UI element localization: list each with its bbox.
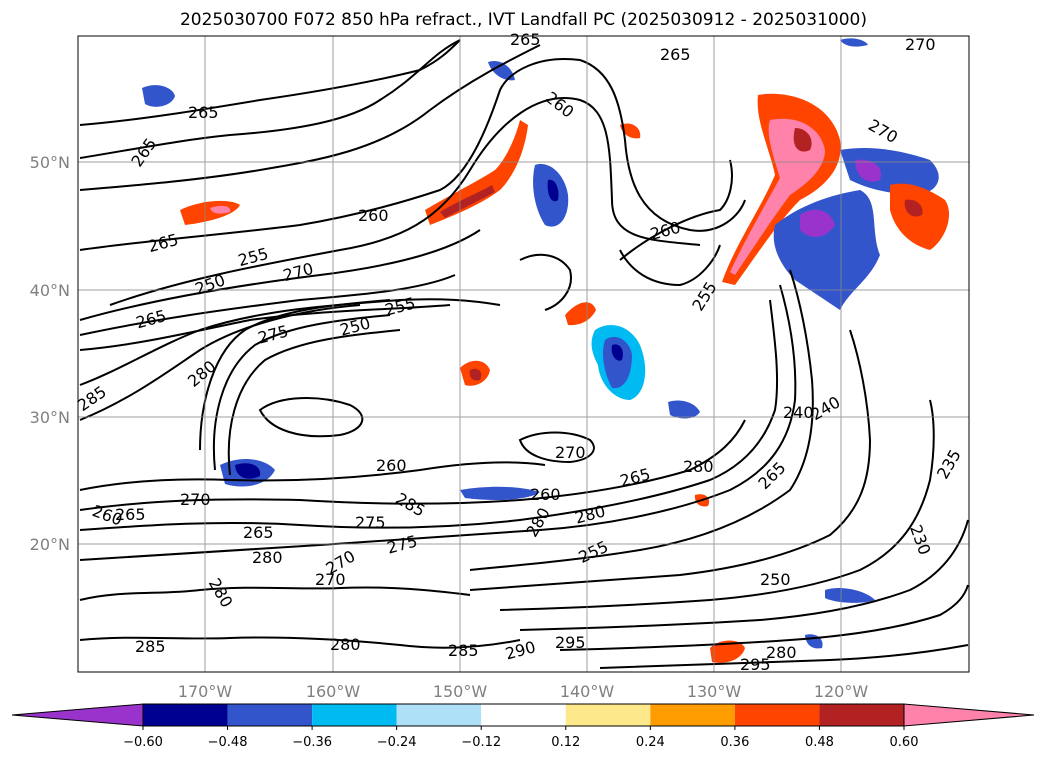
lon-tick-label: 160°W — [306, 682, 361, 701]
chart-title: 2025030700 F072 850 hPa refract., IVT La… — [179, 10, 867, 30]
contour-label: 265 — [510, 30, 541, 49]
colorbar-segment — [143, 704, 228, 726]
lon-tick-label: 140°W — [560, 682, 615, 701]
colorbar-tick-label: −0.60 — [123, 735, 163, 750]
contour-label: 270 — [315, 570, 346, 589]
colorbar-segment — [650, 704, 735, 726]
colorbar-tick-label: −0.24 — [377, 735, 417, 750]
lon-tick-label: 170°W — [178, 682, 233, 701]
colorbar-tick-label: −0.48 — [208, 735, 248, 750]
graticule — [78, 36, 969, 672]
lat-tick-labels: 50°N 40°N 30°N 20°N — [30, 153, 70, 554]
lat-tick-label: 30°N — [30, 408, 70, 427]
colorbar-tick-label: 0.24 — [636, 735, 665, 750]
colorbar-outline — [142, 703, 905, 727]
shaded-field — [142, 38, 950, 663]
colorbar-segment — [481, 704, 566, 726]
colorbar-extend-low — [11, 703, 144, 727]
contour-label: 280 — [766, 643, 797, 662]
contour-label: 270 — [180, 490, 211, 509]
lon-tick-labels: 170°W 160°W 150°W 140°W 130°W 120°W — [178, 682, 869, 701]
contour-label: 295 — [740, 655, 771, 674]
colorbar-segment — [565, 704, 651, 726]
contour-label: 270 — [905, 35, 936, 54]
colorbar-segment — [227, 704, 313, 726]
contour-label: 260 — [376, 456, 407, 475]
lat-tick-label: 50°N — [30, 153, 70, 172]
contour-label: 250 — [760, 570, 791, 589]
contour-label: 260 — [530, 485, 561, 504]
colorbar-tick-label: −0.36 — [292, 735, 332, 750]
contour-label: 285 — [448, 641, 479, 660]
lat-tick-label: 40°N — [30, 281, 70, 300]
colorbar-tick-label: 0.36 — [720, 735, 749, 750]
lat-tick-label: 20°N — [30, 535, 70, 554]
colorbar-segment — [396, 704, 482, 726]
colorbar-tick-label: 0.12 — [551, 735, 580, 750]
contour-label: 285 — [135, 637, 166, 656]
contour-label: 265 — [188, 103, 219, 122]
contour-label: 270 — [555, 443, 586, 462]
map-frame — [77, 35, 970, 673]
colorbar-segment — [819, 704, 904, 726]
contour-label: 275 — [355, 513, 386, 532]
contour-label: 280 — [330, 635, 361, 654]
colorbar-tick-label: 0.60 — [890, 735, 919, 750]
colorbar-segment — [312, 704, 397, 726]
contour-label: 265 — [243, 523, 274, 542]
contour-label: 280 — [683, 457, 714, 476]
contour-label: 260 — [358, 206, 389, 225]
colorbar-tick-label: 0.48 — [805, 735, 834, 750]
colorbar-tick-label: −0.12 — [461, 735, 501, 750]
refractivity-contours — [79, 39, 969, 669]
lon-tick-label: 150°W — [433, 682, 488, 701]
contour-label: 240 — [783, 403, 814, 422]
contour-label: 265 — [660, 45, 691, 64]
colorbar-extend-high — [903, 703, 1035, 727]
lon-tick-label: 130°W — [687, 682, 742, 701]
colorbar-segment — [734, 704, 820, 726]
colorbar: −0.60 −0.48 −0.36 −0.24 −0.12 0.12 0.24 0.36 0.4… — [11, 703, 1035, 750]
contour-label: 265 — [115, 505, 146, 524]
contour-label: 295 — [555, 633, 586, 652]
contour-label: 280 — [252, 548, 283, 567]
lon-tick-label: 120°W — [814, 682, 869, 701]
